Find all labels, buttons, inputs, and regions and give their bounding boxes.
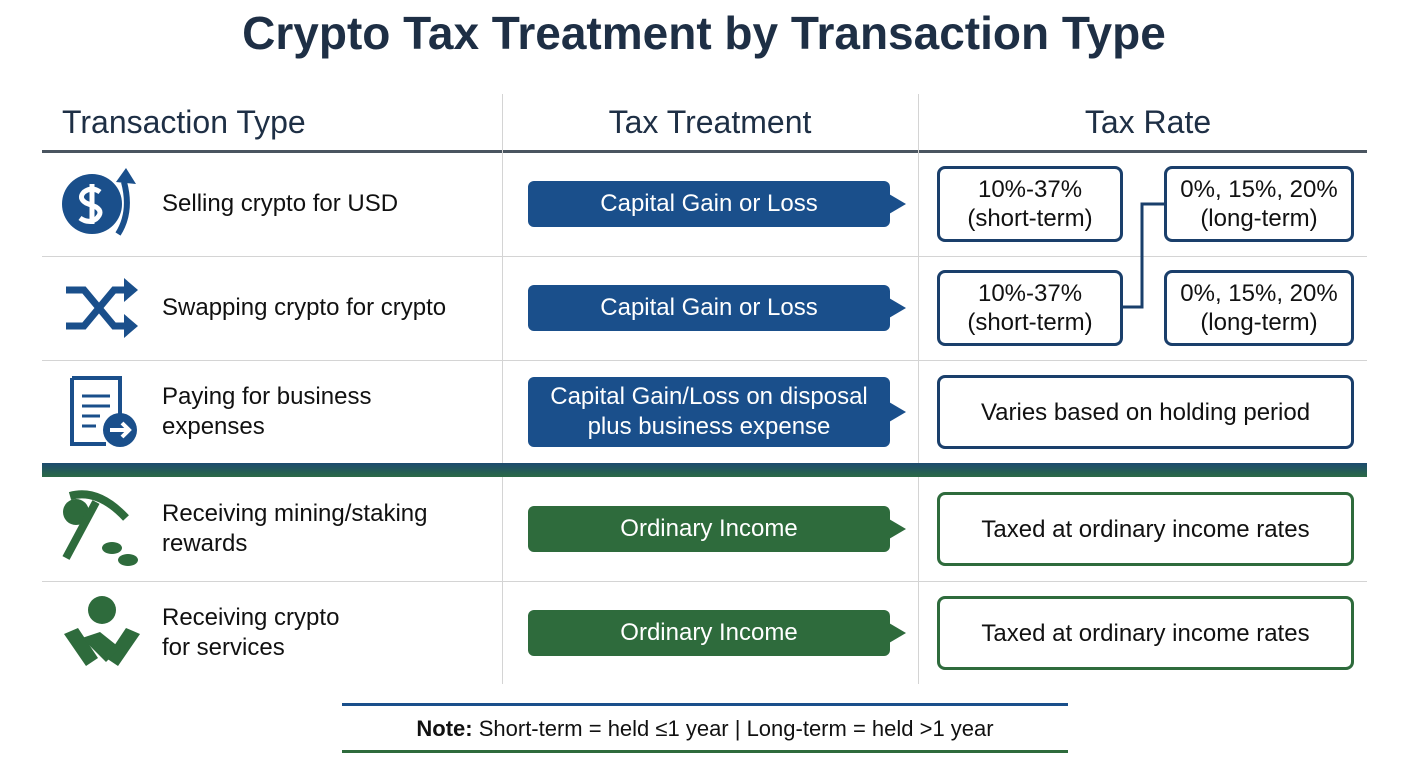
text-line: Ordinary Income [620,619,798,646]
text-line: rewards [162,530,248,557]
transaction-type: Receiving crypto for services [162,603,339,663]
text-line: for services [162,634,285,661]
text-line: 0%, 15%, 20% [1180,176,1338,203]
col-divider [918,94,919,684]
text-line: expenses [162,413,265,440]
connector [1121,202,1164,309]
row-divider [42,581,1367,582]
row-divider [42,256,1367,257]
text-line: 10%-37% [977,280,1083,307]
treatment-pill: Capital Gain or Loss [528,181,890,227]
rate-box: 10%-37% (short-term) [937,270,1123,346]
icon-swap [66,278,138,338]
text-line: (long-term) [1200,309,1318,336]
rate-box: Varies based on holding period [937,375,1354,449]
text-line: Taxed at ordinary income rates [981,515,1310,543]
text-line: Capital Gain or Loss [600,294,818,321]
text-line: Selling crypto for USD [162,190,399,217]
treatment-pill: Capital Gain/Loss on disposal plus busine… [528,377,890,447]
row-divider [42,360,1367,361]
text-line: 10%-37% [977,176,1083,203]
icon-mining [62,490,138,566]
note-text: Short-term = held ≤1 year | Long-term = … [478,716,994,741]
header-rule [42,150,1367,153]
transaction-type: Selling crypto for USD [162,189,398,219]
text-line: (short-term) [967,205,1093,232]
text-line: Varies based on holding period [980,398,1311,426]
text-line: (short-term) [967,309,1093,336]
rate-box: 0%, 15%, 20% (long-term) [1164,270,1354,346]
note-rule [342,703,1068,706]
pill-arrow [889,623,906,643]
text-line: Capital Gain or Loss [600,190,818,217]
icon-sell [62,168,136,236]
note-label: Note: [416,716,473,741]
header: Transaction Type [62,104,306,140]
pill-arrow [889,298,906,318]
transaction-type: Swapping crypto for crypto [162,293,446,323]
text-line: (long-term) [1200,205,1318,232]
rate-box: Taxed at ordinary income rates [937,492,1354,566]
text-line: Receiving crypto [162,604,340,631]
icon-expense [70,376,137,447]
transaction-type: Paying for business expenses [162,382,371,442]
rate-box: 0%, 15%, 20% (long-term) [1164,166,1354,242]
text-line: Receiving mining/staking [162,500,428,527]
header: Tax Rate [1084,104,1212,140]
note: Note: Short-term = held ≤1 year | Long-t… [342,716,1068,742]
col-divider [502,94,503,684]
rate-box: Taxed at ordinary income rates [937,596,1354,670]
text-line: plus business expense [587,413,831,440]
header: Tax Treatment [608,104,812,140]
icon-services [64,596,140,666]
note-rule [342,750,1068,753]
treatment-pill: Ordinary Income [528,506,890,552]
section-divider [42,463,1367,477]
text-line: Taxed at ordinary income rates [981,619,1310,647]
text-line: Ordinary Income [620,515,798,542]
pill-arrow [889,402,906,422]
text-line: Capital Gain/Loss on disposal [550,383,868,410]
treatment-pill: Ordinary Income [528,610,890,656]
rate-box: 10%-37% (short-term) [937,166,1123,242]
treatment-pill: Capital Gain or Loss [528,285,890,331]
text-line: Paying for business [162,383,372,410]
pill-arrow [889,194,906,214]
pill-arrow [889,519,906,539]
title: Crypto Tax Treatment by Transaction Type [242,7,1166,59]
text-line: Swapping crypto for crypto [162,294,447,321]
text-line: 0%, 15%, 20% [1180,280,1338,307]
transaction-type: Receiving mining/staking rewards [162,499,427,559]
